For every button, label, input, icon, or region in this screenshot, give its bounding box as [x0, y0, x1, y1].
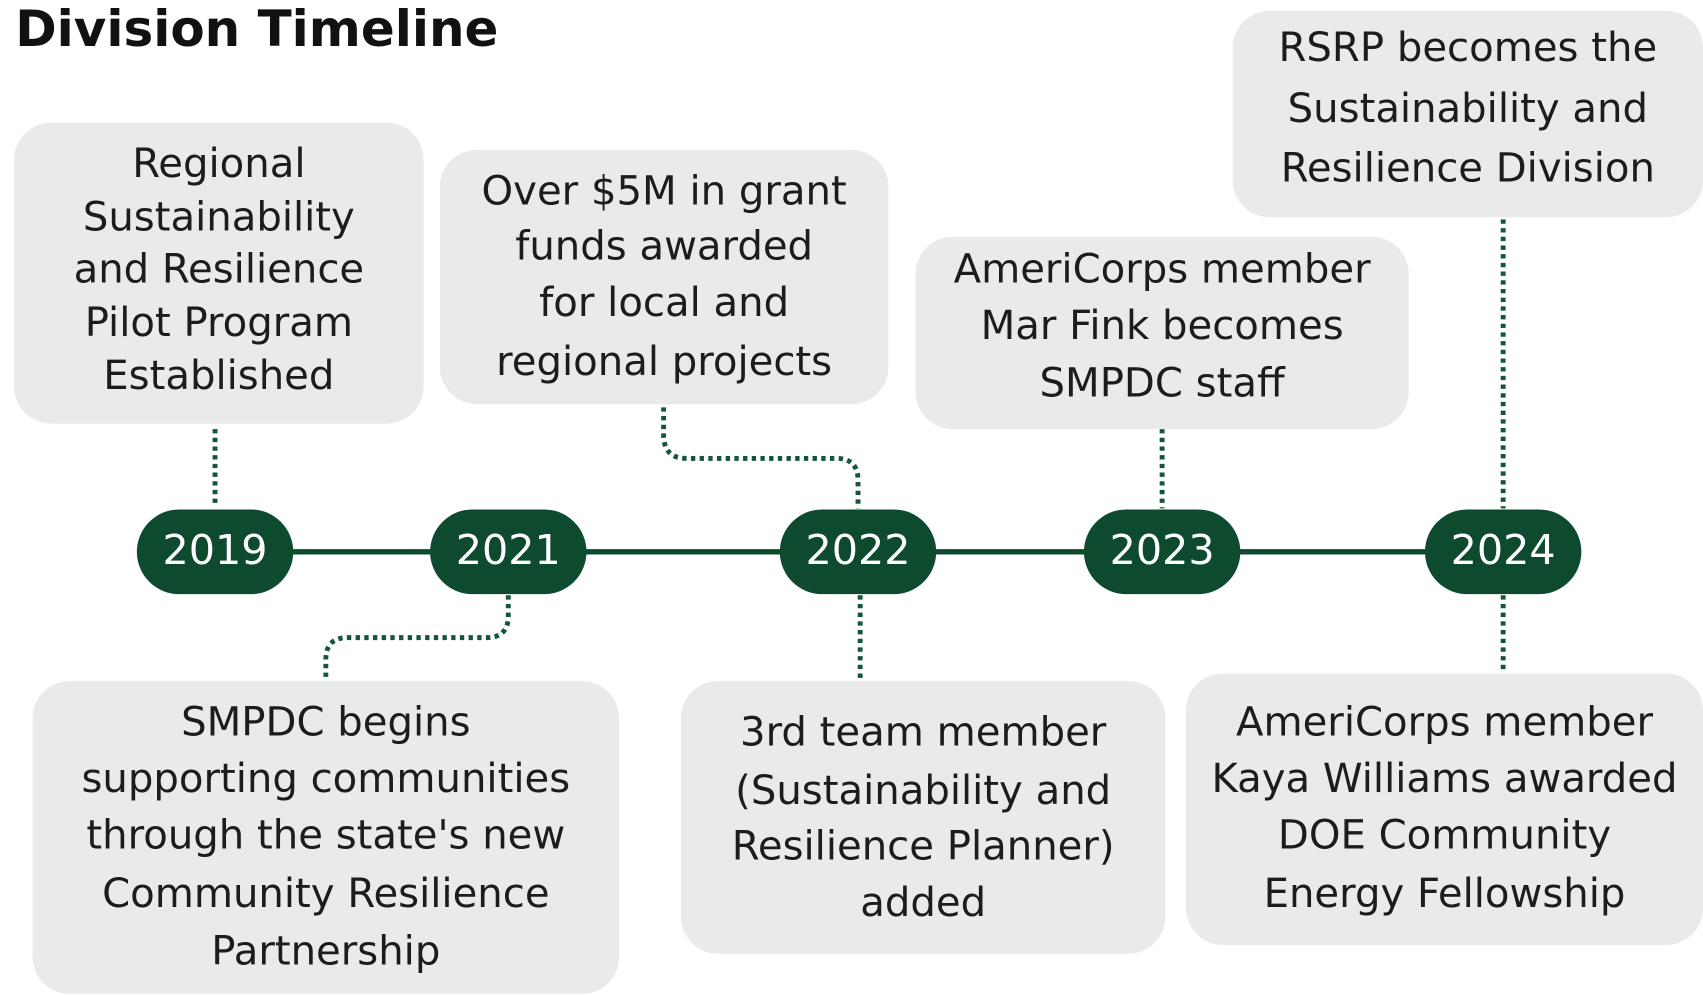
event-text: RSRP becomes the: [1279, 25, 1658, 71]
year-label: 2021: [456, 526, 561, 574]
event-text: and Resilience: [74, 247, 365, 293]
event-text: Established: [103, 353, 334, 399]
event-text: AmeriCorps member: [954, 247, 1372, 293]
year-pill: [136, 509, 294, 595]
year-pill: [1424, 509, 1582, 595]
year-label: 2024: [1451, 526, 1556, 574]
event-text: Sustainability and: [1288, 86, 1648, 132]
connector: [661, 407, 861, 509]
event-text: Kaya Williams awarded: [1212, 756, 1678, 802]
event-text: supporting communities: [81, 756, 570, 802]
event-text: added: [860, 880, 986, 926]
event-text: (Sustainability and: [735, 768, 1111, 814]
event-text: Regional: [132, 141, 305, 187]
event-text: Sustainability: [83, 194, 355, 240]
event-text: 3rd team member: [740, 709, 1107, 755]
event-box: [439, 149, 889, 405]
year-pill: [779, 509, 937, 595]
event-text: DOE Community: [1278, 812, 1611, 858]
year-pill: [1083, 509, 1241, 595]
event-box: [1232, 10, 1703, 218]
event-text: Partnership: [211, 929, 440, 975]
year-pill: [430, 509, 587, 595]
event-text: through the state's new: [86, 812, 565, 858]
event-text: for local and: [539, 280, 789, 326]
event-box: [1186, 673, 1703, 946]
event-text: Community Resilience: [102, 871, 549, 917]
event-text: Energy Fellowship: [1264, 871, 1626, 917]
event-text: regional projects: [496, 339, 832, 385]
year-label: 2019: [163, 526, 268, 574]
connector: [323, 595, 511, 682]
connectors: [212, 219, 1506, 682]
event-text: Resilience Planner): [732, 823, 1115, 869]
event-text: Resilience Division: [1281, 146, 1655, 192]
event-box: [14, 122, 424, 424]
event-text: funds awarded: [515, 224, 813, 270]
event-box: [32, 681, 620, 994]
year-label: 2022: [806, 526, 911, 574]
title: Division Timeline: [15, 0, 498, 58]
year-label: 2023: [1110, 526, 1215, 574]
event-text: SMPDC staff: [1040, 361, 1286, 407]
event-text: SMPDC begins: [181, 700, 470, 746]
event-text: Over $5M in grant: [482, 168, 847, 214]
event-text: AmeriCorps member: [1236, 700, 1654, 746]
event-text: Mar Fink becomes: [981, 303, 1344, 349]
event-box: [680, 681, 1166, 954]
event-text: Pilot Program: [85, 300, 353, 346]
event-box: [915, 236, 1409, 430]
